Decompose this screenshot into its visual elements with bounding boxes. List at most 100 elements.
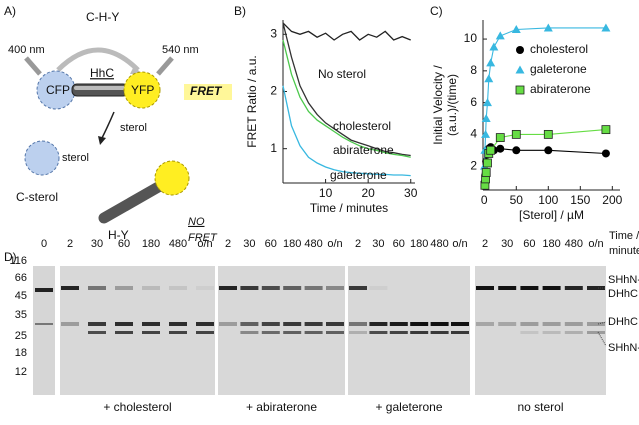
series-label: abiraterone: [333, 143, 394, 157]
data-point: [543, 23, 553, 32]
marker-label: 12: [15, 366, 27, 378]
lane-label: 30: [372, 238, 384, 250]
gel-band: [326, 331, 344, 334]
panel-label: D): [4, 250, 17, 264]
gel-band: [142, 286, 160, 290]
gel-band: [240, 322, 259, 326]
sterol-label: sterol: [62, 152, 89, 164]
band-label: SHhN-X: [608, 342, 639, 354]
marker-label: 66: [15, 272, 27, 284]
gel-band: [587, 322, 605, 326]
data-point: [486, 145, 496, 155]
gel-band: [326, 322, 344, 326]
data-point: [486, 58, 496, 67]
gel-band: [142, 322, 160, 326]
legend-label: galeterone: [530, 62, 587, 76]
gel-band: [283, 331, 302, 334]
product-label: C-sterol: [16, 190, 58, 204]
marker-label: 25: [15, 330, 27, 342]
highlight: [184, 84, 232, 100]
wavelength: 400 nm: [8, 44, 45, 56]
gel-band: [283, 322, 302, 326]
gel-band: [430, 331, 449, 334]
y-tick-label: 2: [270, 84, 277, 98]
arrow-label: sterol: [120, 122, 147, 134]
gel-band: [564, 286, 583, 290]
legend-marker: [515, 85, 525, 95]
gel-panel: [218, 266, 345, 395]
gel-band: [35, 323, 53, 325]
lane-label: 30: [243, 238, 255, 250]
lane-label: 60: [393, 238, 405, 250]
lane-label: 480: [169, 238, 187, 250]
data-point: [601, 149, 610, 158]
y-tick-label: 10: [464, 31, 478, 45]
gel-band: [520, 331, 539, 334]
leader-line: [597, 321, 607, 325]
gel-band: [261, 286, 280, 290]
data-point: [511, 129, 521, 139]
x-tick-label: 100: [538, 193, 558, 207]
gel-band: [283, 286, 302, 290]
lane-label: o/n: [197, 238, 212, 250]
gel-band: [304, 331, 323, 334]
time-label: minutes: [609, 245, 639, 257]
x-axis-label: [Sterol] / µM: [519, 208, 584, 222]
gel-band: [430, 322, 449, 326]
gel-band: [349, 322, 367, 326]
gel-band: [564, 322, 583, 326]
marker-label: 116: [9, 255, 27, 267]
lane-label: 30: [501, 238, 513, 250]
gel-band: [476, 286, 494, 290]
gel-strip: [33, 266, 55, 395]
gel-band: [587, 286, 605, 290]
product-label: H-Y: [108, 228, 129, 242]
gel-panel: [348, 266, 470, 395]
hhc-rod: [98, 180, 166, 224]
data-point: [484, 74, 494, 83]
gel-band: [389, 331, 408, 334]
data-line: [282, 22, 411, 157]
x-tick-label: 20: [361, 186, 375, 200]
data-point: [481, 168, 491, 177]
series-label: No sterol: [318, 67, 366, 81]
y-axis-label: (a.u.)/(time): [445, 74, 459, 136]
lane-label: 180: [542, 238, 560, 250]
lane-label: 2: [67, 238, 73, 250]
legend-label: abiraterone: [530, 82, 591, 96]
data-point: [495, 31, 505, 40]
fret-label: FRET: [190, 84, 223, 98]
gel-band: [498, 322, 517, 326]
data-line: [282, 39, 411, 158]
y-axis-label: FRET Ratio / a.u.: [245, 55, 259, 147]
x-tick-label: 0: [481, 193, 488, 207]
lane-label: 30: [91, 238, 103, 250]
lane-label: 180: [283, 238, 301, 250]
cfp-label: CFP: [46, 83, 70, 97]
group-label: + galeterone: [375, 400, 442, 414]
reaction-arrow: [101, 111, 115, 139]
y-tick-label: 1: [270, 141, 277, 155]
y-tick-label: 6: [470, 95, 477, 109]
fret-arrow: [56, 47, 140, 72]
wavelength: 540 nm: [162, 44, 199, 56]
y-tick-label: 3: [270, 26, 277, 40]
gel-band: [196, 286, 214, 290]
group-label: no sterol: [517, 400, 563, 414]
data-point: [483, 158, 492, 168]
gel-band: [369, 322, 388, 326]
lane-label: 60: [118, 238, 130, 250]
marker-label: 35: [15, 309, 27, 321]
gel-band: [240, 331, 259, 334]
no-fret-label: NO: [188, 216, 205, 228]
series-label: cholesterol: [333, 119, 391, 133]
gel-band: [115, 322, 133, 326]
lane-label: 480: [304, 238, 322, 250]
gel-band: [349, 286, 367, 290]
gel-band: [115, 286, 133, 290]
lane-label: o/n: [588, 238, 603, 250]
gel-band: [35, 288, 53, 292]
data-point: [482, 98, 492, 107]
